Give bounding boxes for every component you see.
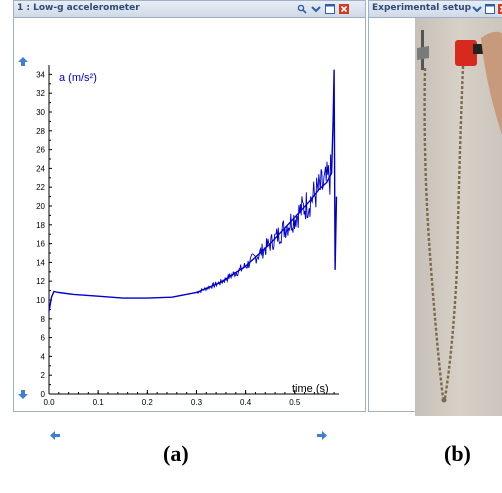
y-tick-label: 32 bbox=[36, 89, 45, 98]
maximize-icon[interactable] bbox=[325, 4, 335, 14]
scroll-down-arrow-icon[interactable] bbox=[18, 390, 28, 399]
caption-a: (a) bbox=[163, 441, 189, 466]
scroll-up-arrow-icon[interactable] bbox=[18, 57, 28, 66]
panel-title: 1 : Low-g accelerometer bbox=[17, 3, 140, 13]
y-tick-label: 28 bbox=[36, 127, 45, 136]
chain-right-strand bbox=[443, 65, 465, 399]
panel-title: Experimental setup bbox=[372, 3, 472, 13]
y-tick-label: 16 bbox=[36, 240, 45, 249]
caption-b: (b) bbox=[444, 441, 471, 466]
y-tick-label: 8 bbox=[41, 315, 46, 324]
acceleration-noise-band bbox=[196, 154, 332, 295]
y-tick-label: 14 bbox=[36, 258, 45, 267]
y-tick-label: 30 bbox=[36, 108, 45, 117]
y-tick-label: 10 bbox=[36, 296, 45, 305]
y-tick-label: 12 bbox=[36, 277, 45, 286]
accelerometer-sensor bbox=[455, 40, 477, 66]
clamp bbox=[417, 46, 429, 60]
x-tick-label: 0.1 bbox=[93, 398, 105, 407]
accelerometer-panel: 1 : Low-g accelerometer 0 2 4 6 8 10 12 14 16 18 2… bbox=[13, 0, 366, 412]
hand bbox=[481, 31, 502, 135]
close-icon[interactable] bbox=[339, 4, 349, 14]
chain-left-strand bbox=[423, 67, 445, 399]
scroll-right-arrow-icon[interactable] bbox=[317, 431, 327, 440]
y-tick-label: 18 bbox=[36, 221, 45, 230]
y-axis-label: a (m/s²) bbox=[59, 72, 97, 84]
y-tick-label: 4 bbox=[41, 352, 46, 361]
y-tick-label: 2 bbox=[41, 371, 46, 380]
x-tick-label: 0.5 bbox=[289, 398, 301, 407]
x-axis-label: time (s) bbox=[292, 383, 329, 395]
collapse-icon[interactable] bbox=[311, 4, 321, 14]
y-tick-label: 26 bbox=[36, 146, 45, 155]
x-tick-label: 0.3 bbox=[191, 398, 203, 407]
y-tick-label: 6 bbox=[41, 334, 46, 343]
acceleration-series-line bbox=[48, 69, 338, 312]
scroll-left-arrow-icon[interactable] bbox=[50, 431, 60, 440]
collapse-icon[interactable] bbox=[472, 4, 482, 14]
y-tick-label: 24 bbox=[36, 164, 45, 173]
maximize-icon[interactable] bbox=[485, 4, 495, 14]
panel-titlebar: Experimental setup bbox=[369, 1, 502, 18]
y-tick-label: 22 bbox=[36, 183, 45, 192]
x-tick-label: 0.4 bbox=[240, 398, 252, 407]
y-tick-label: 0 bbox=[41, 390, 46, 399]
y-tick-label: 34 bbox=[36, 70, 45, 79]
hanging-chain-photo bbox=[415, 18, 502, 416]
close-icon[interactable] bbox=[498, 4, 502, 14]
panel-titlebar: 1 : Low-g accelerometer bbox=[14, 1, 365, 18]
x-tick-label: 0.0 bbox=[43, 398, 55, 407]
zoom-icon[interactable] bbox=[297, 4, 307, 14]
experimental-setup-panel: Experimental setup bbox=[368, 0, 502, 416]
y-tick-label: 20 bbox=[36, 202, 45, 211]
x-tick-label: 0.2 bbox=[142, 398, 154, 407]
